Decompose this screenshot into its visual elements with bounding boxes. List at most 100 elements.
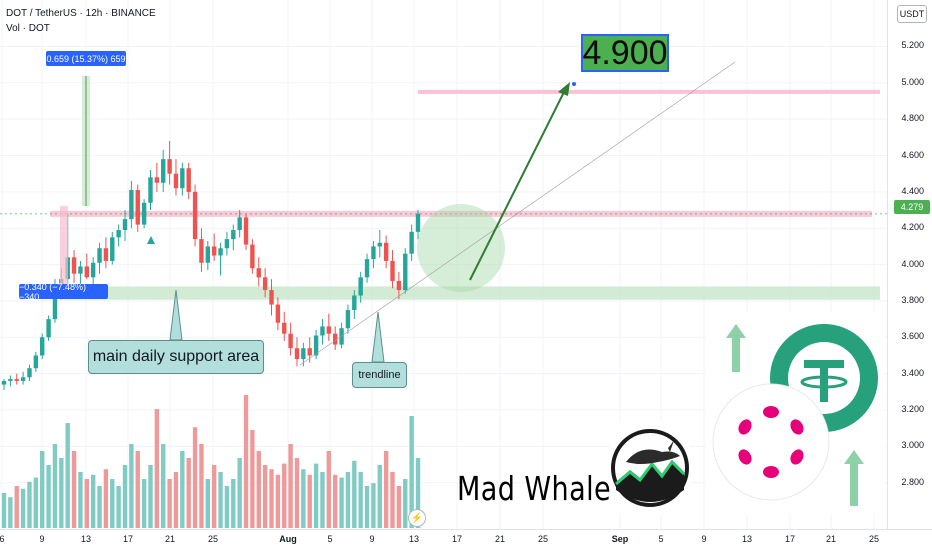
drawings [60,61,736,366]
polkadot-dot [790,449,804,465]
volume-bar [116,486,121,528]
volume-bar [27,481,32,528]
candle-body [275,304,281,323]
highlight-circle [417,204,505,292]
target-arrow-head [558,82,570,96]
volume-bar [301,469,306,528]
volume-bar [390,472,395,528]
candle-body [148,177,153,203]
target-zone [418,89,880,94]
candle-body [122,219,128,231]
volume-bar [371,483,376,528]
volume-header: Vol · DOT [6,23,50,34]
volume-bar [135,451,140,528]
volume-bar [65,423,70,528]
candle-body [199,239,204,263]
candle-body [173,173,179,189]
candle-body [250,244,255,269]
time-axis-label: 25 [207,534,219,544]
trendline-callout: trendline [352,362,407,388]
time-axis-label: 13 [741,534,753,544]
candle-body [192,191,198,240]
candle-body [345,310,351,329]
candle-body [218,248,223,256]
volume-bar [40,451,45,528]
candle-body [211,246,217,256]
candle-body [141,202,147,225]
measure-down-box [60,206,68,286]
time-axis-label: 21 [164,534,176,544]
lightning-icon[interactable]: ⚡ [408,509,426,527]
volume-bar [243,395,249,528]
volume-bar [237,458,242,528]
candles [1,140,421,391]
volume-bar [326,451,332,528]
candle-body [97,248,102,263]
candle-body [307,348,312,356]
time-axis-label: 21 [825,534,837,544]
volume-bar [358,472,363,528]
polkadot-dot [738,449,752,465]
volume-bar [129,444,134,528]
candle-body [135,190,140,225]
candle-body [269,290,274,305]
up-arrow-icon [726,324,746,372]
candle-body [78,266,83,274]
candle-body [33,355,39,369]
candle-body [237,217,242,231]
volume-bar [224,486,230,528]
candle-body [110,237,115,261]
volume-bar [345,472,351,528]
candle-body [326,326,332,334]
candle-body [288,333,293,349]
volume-bar [90,474,96,528]
volume-bar [141,479,147,528]
price-axis-label: 3.400 [901,367,924,378]
volume-bar [154,409,160,528]
time-axis-label: 17 [784,534,796,544]
candle-body [8,379,13,381]
last-price-tag: 4.279 [894,200,930,214]
candle-body [154,177,160,183]
time-axis-label: 21 [494,534,506,544]
currency-button[interactable]: USDT [897,5,927,23]
time-axis-label: 13 [80,534,92,544]
candle-body [161,159,166,183]
volume-bar [352,460,357,528]
candle-body [352,295,357,311]
symbol-header[interactable]: DOT / TetherUS · 12h · BINANCE [6,8,156,19]
target-arrow [469,89,566,281]
tether-polkadot-image [706,312,884,514]
candle-body [301,348,306,360]
price-axis-label: 5.200 [901,40,924,51]
volume-bar [275,474,281,528]
candle-body [1,380,7,385]
candle-body [167,159,172,174]
volume-bar [97,486,102,528]
volume-bar [339,477,344,528]
grid [0,0,888,530]
candle-body [180,168,185,189]
candle-body [383,242,389,261]
candle-body [40,337,45,356]
candle-body [390,260,395,281]
price-axis-label: 4.000 [901,258,924,269]
volume-bar [269,469,274,528]
time-axis[interactable]: 6 9 13 17 21 25 Aug 5 9 13 17 21 25 Sep 5 9 13 17 21 25 [0,529,932,550]
measure-up-label: 0.659 (15.37%) 659 [46,51,126,66]
volume-bar [256,451,261,528]
volume-bar [52,444,58,528]
volume-bar [250,430,255,528]
candle-body [205,246,211,263]
price-axis[interactable]: USDT 5.200 5.000 4.800 4.600 4.400 4.200 4.000… [887,0,932,530]
price-axis-label: 4.400 [901,185,924,196]
volume-bar [294,458,300,528]
time-axis-label: 5 [327,534,333,544]
candle-body [409,231,414,254]
volume-bar [71,451,77,528]
candle-body [403,253,408,291]
volume-bar [192,427,198,528]
target-point [572,82,576,86]
candle-body [20,377,26,381]
